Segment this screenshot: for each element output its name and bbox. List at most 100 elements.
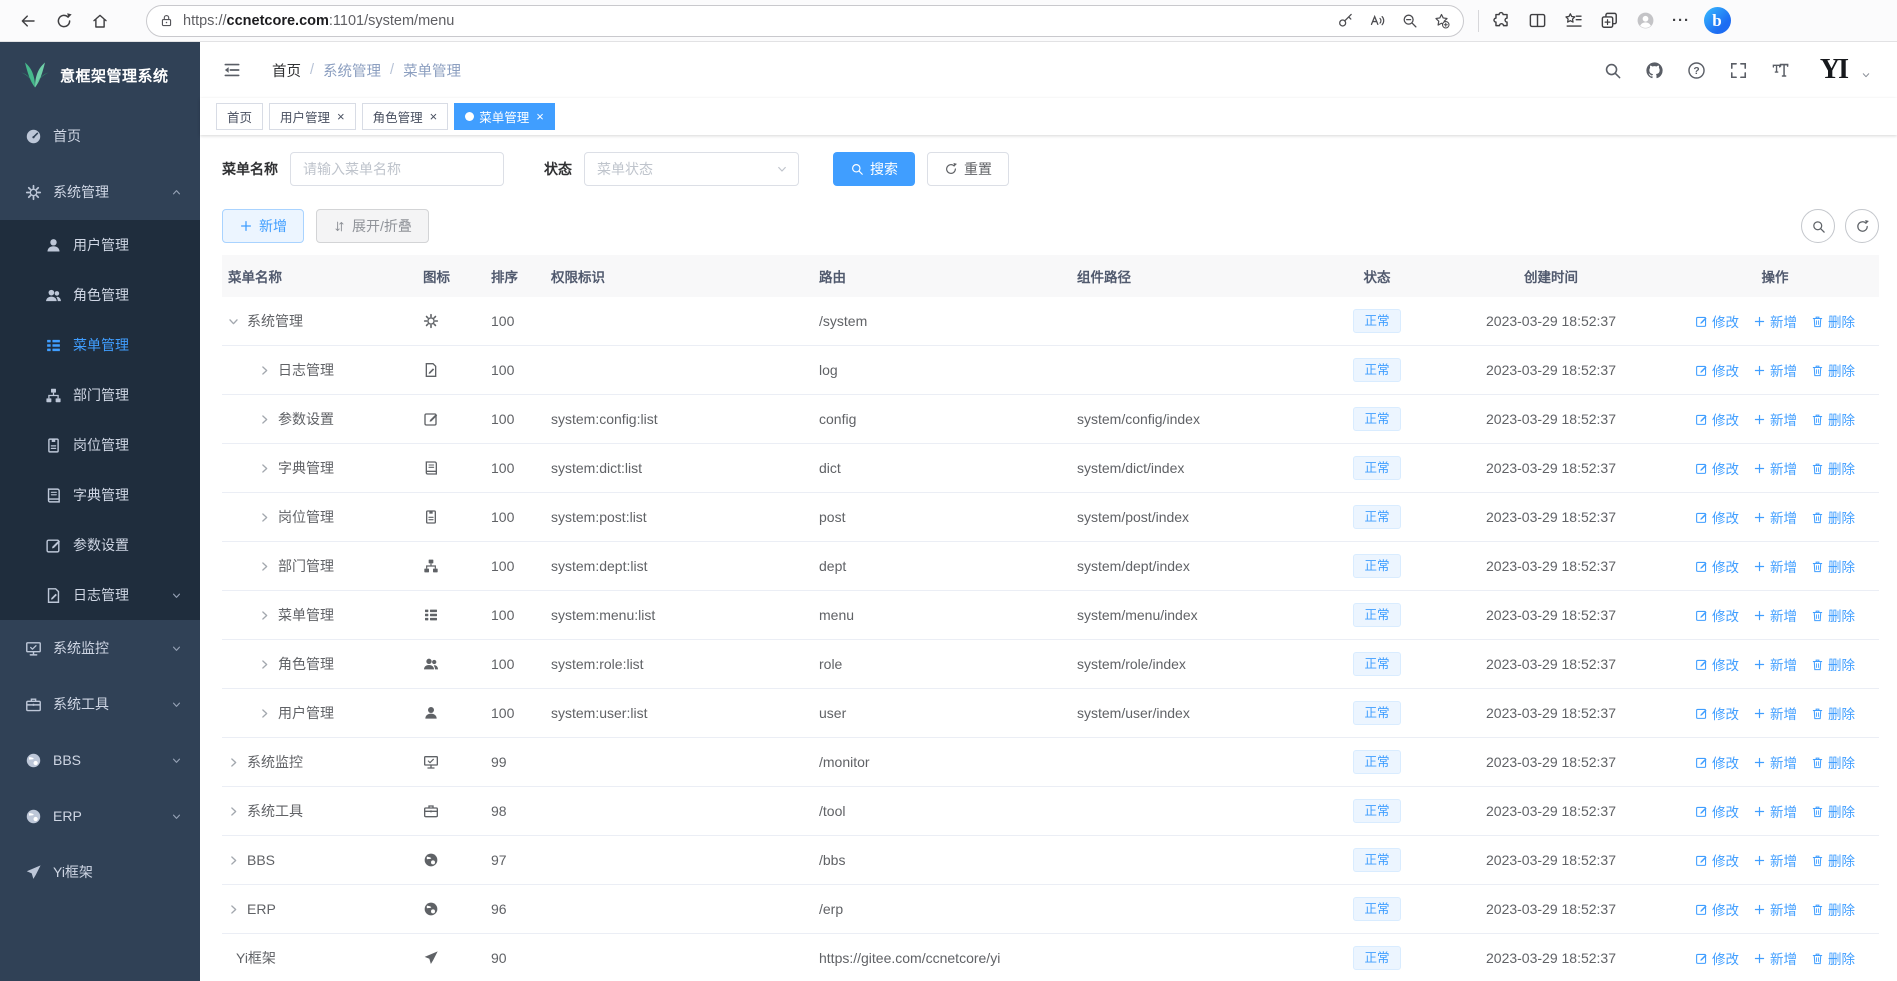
delete-action[interactable]: 删除 (1811, 703, 1855, 723)
refresh-button[interactable] (48, 6, 80, 36)
tree-toggle-icon[interactable] (258, 658, 271, 671)
add-action[interactable]: 新增 (1753, 556, 1797, 576)
add-action[interactable]: 新增 (1753, 850, 1797, 870)
tab-3[interactable]: 菜单管理 × (454, 103, 555, 130)
menu-name-input[interactable] (290, 152, 504, 186)
edit-action[interactable]: 修改 (1695, 703, 1739, 723)
sidebar-item[interactable]: 日志管理 (0, 570, 200, 620)
sidebar-item[interactable]: Yi框架 (0, 844, 200, 900)
back-button[interactable] (12, 6, 44, 36)
add-action[interactable]: 新增 (1753, 458, 1797, 478)
delete-action[interactable]: 删除 (1811, 605, 1855, 625)
sidebar-item[interactable]: 用户管理 (0, 220, 200, 270)
delete-action[interactable]: 删除 (1811, 409, 1855, 429)
tree-toggle-icon[interactable] (258, 560, 271, 573)
split-screen-button[interactable] (1521, 6, 1553, 36)
tree-toggle-icon[interactable] (227, 854, 240, 867)
add-action[interactable]: 新增 (1753, 605, 1797, 625)
sidebar-collapse-button[interactable] (222, 60, 242, 80)
delete-action[interactable]: 删除 (1811, 801, 1855, 821)
tree-toggle-icon[interactable] (227, 903, 240, 916)
edit-action[interactable]: 修改 (1695, 458, 1739, 478)
sidebar-item[interactable]: 角色管理 (0, 270, 200, 320)
avatar-button[interactable] (1629, 6, 1661, 36)
delete-action[interactable]: 删除 (1811, 311, 1855, 331)
tree-toggle-icon[interactable] (258, 364, 271, 377)
tree-toggle-icon[interactable] (258, 707, 271, 720)
expand-collapse-button[interactable]: 展开/折叠 (316, 209, 429, 243)
address-bar[interactable]: https://ccnetcore.com:1101/system/menu (146, 4, 1464, 37)
add-action[interactable]: 新增 (1753, 801, 1797, 821)
fullscreen-button[interactable] (1728, 59, 1750, 81)
read-aloud-button[interactable] (1363, 7, 1391, 35)
add-action[interactable]: 新增 (1753, 948, 1797, 968)
tab-2[interactable]: 角色管理 × (361, 103, 449, 130)
edit-action[interactable]: 修改 (1695, 850, 1739, 870)
tree-toggle-icon[interactable] (258, 511, 271, 524)
delete-action[interactable]: 删除 (1811, 360, 1855, 380)
close-icon[interactable]: × (429, 109, 438, 124)
bing-button[interactable]: b (1701, 6, 1733, 36)
add-favorite-button[interactable] (1427, 7, 1455, 35)
delete-action[interactable]: 删除 (1811, 899, 1855, 919)
question-button[interactable] (1686, 59, 1708, 81)
close-icon[interactable]: × (337, 109, 345, 124)
delete-action[interactable]: 删除 (1811, 507, 1855, 527)
edit-action[interactable]: 修改 (1695, 899, 1739, 919)
search-button[interactable] (1602, 59, 1624, 81)
add-action[interactable]: 新增 (1753, 752, 1797, 772)
delete-action[interactable]: 删除 (1811, 654, 1855, 674)
copy-plus-button[interactable] (1593, 6, 1625, 36)
chevron-down-icon[interactable] (1861, 70, 1871, 80)
sidebar-item[interactable]: 系统工具 (0, 676, 200, 732)
add-action[interactable]: 新增 (1753, 507, 1797, 527)
breadcrumb-item[interactable]: 首页 (272, 63, 301, 80)
home-button[interactable] (84, 6, 116, 36)
sidebar-item[interactable]: 首页 (0, 108, 200, 164)
delete-action[interactable]: 删除 (1811, 556, 1855, 576)
sidebar-item[interactable]: 部门管理 (0, 370, 200, 420)
tree-toggle-icon[interactable] (227, 756, 240, 769)
toggle-search-button[interactable] (1801, 209, 1835, 243)
close-icon[interactable]: × (536, 109, 544, 124)
sidebar-item[interactable]: ERP (0, 788, 200, 844)
edit-action[interactable]: 修改 (1695, 311, 1739, 331)
more-button[interactable]: ··· (1665, 6, 1697, 36)
add-action[interactable]: 新增 (1753, 703, 1797, 723)
edit-action[interactable]: 修改 (1695, 654, 1739, 674)
app-logo[interactable]: 意框架管理系统 (0, 42, 200, 108)
delete-action[interactable]: 删除 (1811, 850, 1855, 870)
search-button[interactable]: 搜索 (833, 152, 915, 186)
edit-action[interactable]: 修改 (1695, 360, 1739, 380)
delete-action[interactable]: 删除 (1811, 458, 1855, 478)
add-action[interactable]: 新增 (1753, 409, 1797, 429)
edit-action[interactable]: 修改 (1695, 801, 1739, 821)
sidebar-item[interactable]: BBS (0, 732, 200, 788)
tab-1[interactable]: 用户管理 × (269, 103, 356, 130)
edit-action[interactable]: 修改 (1695, 752, 1739, 772)
zoom-out-button[interactable] (1395, 7, 1423, 35)
tree-toggle-icon[interactable] (258, 413, 271, 426)
edit-action[interactable]: 修改 (1695, 409, 1739, 429)
github-button[interactable] (1644, 59, 1666, 81)
sidebar-item[interactable]: 岗位管理 (0, 420, 200, 470)
reset-button[interactable]: 重置 (927, 152, 1009, 186)
breadcrumb-item[interactable]: 系统管理 (323, 63, 382, 80)
key-button[interactable] (1331, 7, 1359, 35)
add-action[interactable]: 新增 (1753, 311, 1797, 331)
refresh-table-button[interactable] (1845, 209, 1879, 243)
edit-action[interactable]: 修改 (1695, 605, 1739, 625)
add-action[interactable]: 新增 (1753, 360, 1797, 380)
yi-logo[interactable]: YI (1819, 54, 1849, 85)
tab-0[interactable]: 首页 (216, 103, 264, 130)
sidebar-item[interactable]: 菜单管理 (0, 320, 200, 370)
tree-toggle-icon[interactable] (258, 462, 271, 475)
sidebar-item[interactable]: 参数设置 (0, 520, 200, 570)
tree-toggle-icon[interactable] (227, 315, 240, 328)
sidebar-item[interactable]: 系统监控 (0, 620, 200, 676)
delete-action[interactable]: 删除 (1811, 752, 1855, 772)
collections-button[interactable] (1557, 6, 1589, 36)
sidebar-item[interactable]: 系统管理 (0, 164, 200, 220)
status-select[interactable]: 菜单状态 (584, 152, 799, 186)
sidebar-item[interactable]: 字典管理 (0, 470, 200, 520)
